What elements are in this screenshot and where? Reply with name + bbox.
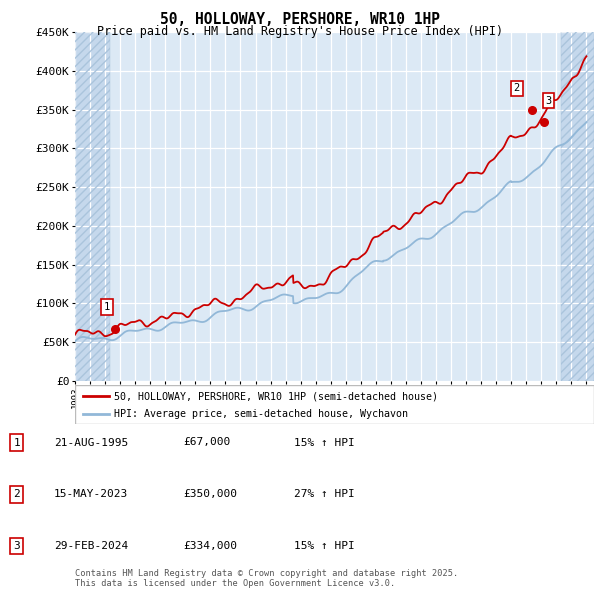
Text: 21-AUG-1995: 21-AUG-1995 (54, 438, 128, 447)
Text: 2: 2 (514, 83, 520, 93)
Text: 15% ↑ HPI: 15% ↑ HPI (294, 542, 355, 551)
Text: 29-FEB-2024: 29-FEB-2024 (54, 542, 128, 551)
Text: Price paid vs. HM Land Registry's House Price Index (HPI): Price paid vs. HM Land Registry's House … (97, 25, 503, 38)
Text: 1: 1 (104, 302, 110, 312)
Text: 27% ↑ HPI: 27% ↑ HPI (294, 490, 355, 499)
Text: £67,000: £67,000 (183, 438, 230, 447)
Text: 3: 3 (13, 542, 20, 551)
Text: £334,000: £334,000 (183, 542, 237, 551)
Bar (561, 32, 594, 381)
Text: Contains HM Land Registry data © Crown copyright and database right 2025.
This d: Contains HM Land Registry data © Crown c… (75, 569, 458, 588)
Text: 50, HOLLOWAY, PERSHORE, WR10 1HP: 50, HOLLOWAY, PERSHORE, WR10 1HP (160, 12, 440, 27)
Bar (561, 32, 594, 381)
Bar (75, 32, 110, 381)
Text: 15-MAY-2023: 15-MAY-2023 (54, 490, 128, 499)
FancyBboxPatch shape (75, 385, 594, 424)
Text: 1: 1 (13, 438, 20, 447)
Text: 15% ↑ HPI: 15% ↑ HPI (294, 438, 355, 447)
Text: £350,000: £350,000 (183, 490, 237, 499)
Text: HPI: Average price, semi-detached house, Wychavon: HPI: Average price, semi-detached house,… (114, 409, 408, 419)
Text: 3: 3 (545, 96, 551, 106)
Text: 2: 2 (13, 490, 20, 499)
Text: 50, HOLLOWAY, PERSHORE, WR10 1HP (semi-detached house): 50, HOLLOWAY, PERSHORE, WR10 1HP (semi-d… (114, 391, 438, 401)
Bar (75, 32, 110, 381)
